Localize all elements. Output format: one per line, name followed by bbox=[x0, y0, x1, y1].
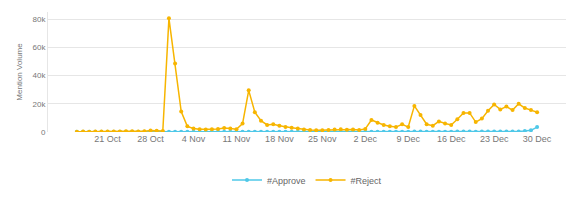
svg-text:4 Nov: 4 Nov bbox=[182, 134, 206, 144]
svg-text:25 Nov: 25 Nov bbox=[308, 134, 337, 144]
svg-text:30 Dec: 30 Dec bbox=[523, 134, 552, 144]
svg-text:21 Oct: 21 Oct bbox=[94, 134, 121, 144]
svg-text:#Approve: #Approve bbox=[267, 176, 306, 186]
svg-text:20k: 20k bbox=[32, 100, 46, 109]
svg-text:Mention Volume: Mention Volume bbox=[15, 43, 24, 101]
svg-text:18 Nov: 18 Nov bbox=[265, 134, 294, 144]
svg-text:28 Oct: 28 Oct bbox=[137, 134, 164, 144]
svg-text:0: 0 bbox=[41, 128, 46, 137]
svg-text:40k: 40k bbox=[32, 71, 46, 80]
svg-text:23 Dec: 23 Dec bbox=[480, 134, 509, 144]
svg-text:#Reject: #Reject bbox=[351, 176, 382, 186]
svg-text:9 Dec: 9 Dec bbox=[396, 134, 420, 144]
svg-text:11 Nov: 11 Nov bbox=[223, 134, 251, 144]
svg-text:16 Dec: 16 Dec bbox=[437, 134, 466, 144]
svg-text:60k: 60k bbox=[32, 43, 46, 52]
svg-text:2 Dec: 2 Dec bbox=[354, 134, 378, 144]
svg-text:80k: 80k bbox=[32, 15, 46, 24]
